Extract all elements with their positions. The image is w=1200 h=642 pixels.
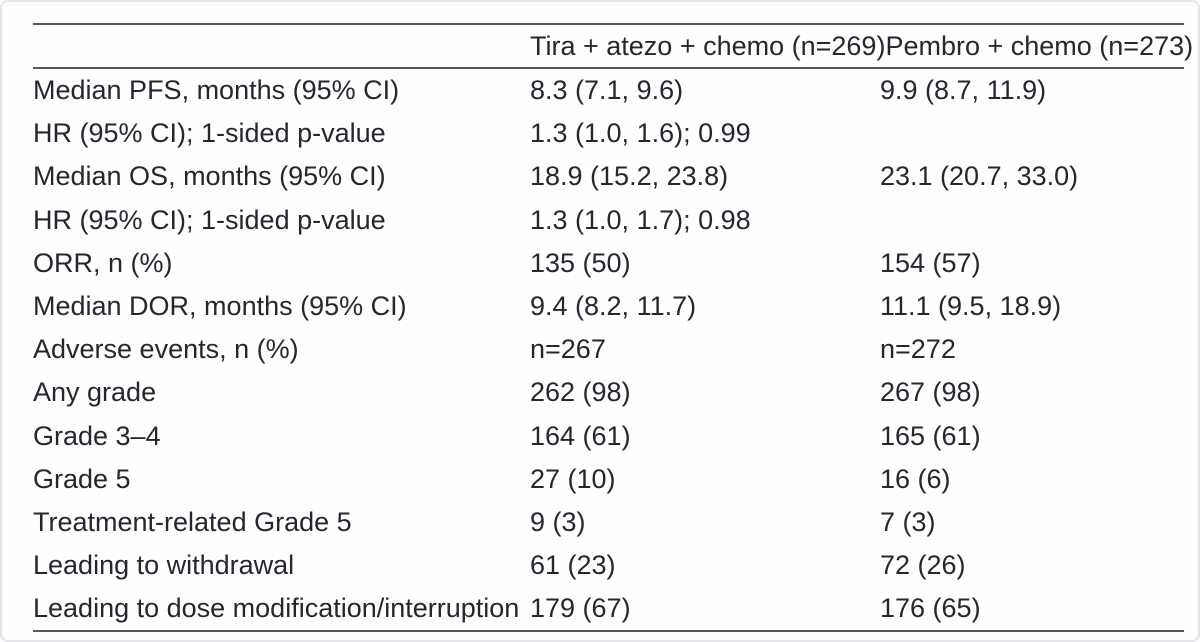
arm1-value-cell: n=267: [530, 334, 606, 365]
row-label-cell: Median OS, months (95% CI): [33, 161, 386, 192]
arm1-value-cell: 262 (98): [530, 377, 631, 408]
table-row: Any grade 262 (98) 267 (98): [33, 371, 1184, 414]
row-label-cell: Treatment-related Grade 5: [33, 506, 352, 537]
arm1-value-cell: 1.3 (1.0, 1.7); 0.98: [530, 204, 751, 235]
row-label-cell: Leading to withdrawal: [33, 550, 295, 581]
arm2-value-cell: 72 (26): [880, 550, 966, 581]
arm2-value-cell: 7 (3): [880, 506, 936, 537]
row-label-cell: HR (95% CI); 1-sided p-value: [33, 118, 386, 149]
arm1-value-cell: 179 (67): [530, 593, 631, 624]
arm1-value-cell: 9 (3): [530, 506, 586, 537]
arm1-value-cell: 135 (50): [530, 247, 631, 278]
clinical-results-table: Tira + atezo + chemo (n=269) Pembro + ch…: [33, 23, 1193, 633]
row-label-cell: Median PFS, months (95% CI): [33, 75, 400, 106]
table-row: Median OS, months (95% CI) 18.9 (15.2, 2…: [33, 155, 1184, 198]
arm2-value-cell: 154 (57): [880, 247, 981, 278]
arm2-value-cell: 176 (65): [880, 593, 981, 624]
arm1-value-cell: 9.4 (8.2, 11.7): [530, 291, 697, 322]
table-header-row: Tira + atezo + chemo (n=269) Pembro + ch…: [33, 25, 1193, 69]
table-row: Grade 3–4 164 (61) 165 (61): [33, 415, 1184, 458]
row-label-cell: Adverse events, n (%): [33, 334, 299, 365]
table-row: HR (95% CI); 1-sided p-value 1.3 (1.0, 1…: [33, 112, 1184, 155]
arm1-value-cell: 61 (23): [530, 550, 616, 581]
row-label-cell: HR (95% CI); 1-sided p-value: [33, 204, 386, 235]
table-row: Leading to dose modification/interruptio…: [33, 587, 1184, 630]
arm1-value-cell: 18.9 (15.2, 23.8): [530, 161, 729, 192]
table-body: Median PFS, months (95% CI) 8.3 (7.1, 9.…: [33, 69, 1184, 633]
table-row: Adverse events, n (%) n=267 n=272: [33, 328, 1184, 371]
arm1-value-cell: 1.3 (1.0, 1.6); 0.99: [530, 118, 751, 149]
table-row: Grade 5 27 (10) 16 (6): [33, 458, 1184, 501]
table-row: Treatment-related Grade 5 9 (3) 7 (3): [33, 501, 1184, 544]
arm1-value-cell: 8.3 (7.1, 9.6): [530, 75, 684, 106]
arm2-value-cell: n=272: [880, 334, 956, 365]
row-label-cell: ORR, n (%): [33, 247, 173, 278]
table-row: Median DOR, months (95% CI) 9.4 (8.2, 11…: [33, 285, 1184, 328]
row-label-cell: Any grade: [33, 377, 157, 408]
table-row: ORR, n (%) 135 (50) 154 (57): [33, 242, 1184, 285]
table-row: Median PFS, months (95% CI) 8.3 (7.1, 9.…: [33, 69, 1184, 112]
arm1-value-cell: 164 (61): [530, 420, 631, 451]
arm2-value-cell: 165 (61): [880, 420, 981, 451]
row-label-cell: Median DOR, months (95% CI): [33, 291, 407, 322]
arm2-value-cell: 11.1 (9.5, 18.9): [880, 291, 1062, 322]
header-arm2-cell: Pembro + chemo (n=273): [885, 30, 1194, 61]
row-label-cell: Leading to dose modification/interruptio…: [33, 593, 520, 624]
arm1-value-cell: 27 (10): [530, 463, 616, 494]
header-arm1-cell: Tira + atezo + chemo (n=269): [530, 30, 886, 61]
row-label-cell: Grade 5: [33, 463, 131, 494]
arm2-value-cell: 23.1 (20.7, 33.0): [880, 161, 1079, 192]
row-label-cell: Grade 3–4: [33, 420, 161, 451]
arm2-value-cell: 9.9 (8.7, 11.9): [880, 75, 1047, 106]
arm2-value-cell: 267 (98): [880, 377, 981, 408]
arm2-value-cell: 16 (6): [880, 463, 951, 494]
table-row: HR (95% CI); 1-sided p-value 1.3 (1.0, 1…: [33, 199, 1184, 242]
table-row: Leading to withdrawal 61 (23) 72 (26): [33, 544, 1184, 587]
